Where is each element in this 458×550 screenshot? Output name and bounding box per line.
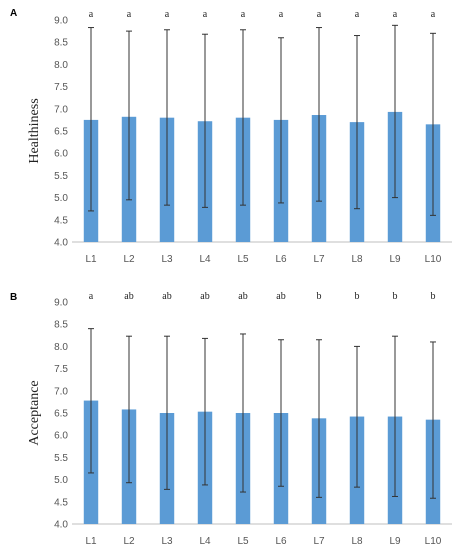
significance-label: ab [238,291,247,302]
significance-label: a [355,9,360,20]
x-tick-label: L1 [85,254,97,265]
y-tick-label: 9.0 [54,298,68,309]
y-tick-label: 9.0 [54,16,68,27]
x-tick-label: L1 [85,536,97,547]
panel-label: B [10,292,17,303]
x-tick-label: L2 [123,254,135,265]
y-tick-label: 7.0 [54,386,68,397]
y-tick-label: 8.5 [54,320,68,331]
error-bar-l3 [164,335,170,490]
x-tick-label: L3 [161,254,173,265]
significance-label: a [203,9,208,20]
significance-label: b [393,291,398,302]
y-tick-label: 6.0 [54,431,68,442]
error-bar-l5 [240,29,246,206]
significance-label: a [431,9,436,20]
significance-label: a [279,9,284,20]
error-bar-l1 [88,27,94,212]
y-tick-label: 8.5 [54,38,68,49]
x-tick-label: L8 [351,254,363,265]
significance-label: b [355,291,360,302]
error-bar-l2 [126,30,132,201]
x-tick-label: L10 [425,536,442,547]
y-tick-label: 7.0 [54,104,68,115]
x-tick-label: L6 [275,254,287,265]
significance-label: a [241,9,246,20]
y-tick-label: 8.0 [54,60,68,71]
y-tick-label: 6.0 [54,149,68,160]
error-bar-l9 [392,24,398,199]
significance-label: b [431,291,436,302]
error-bar-l1 [88,328,94,474]
error-bar-l9 [392,335,398,497]
error-bar-l10 [430,32,436,216]
significance-label: a [127,9,132,20]
y-tick-label: 4.0 [54,520,68,531]
error-bar-l3 [164,29,170,206]
y-tick-label: 8.0 [54,342,68,353]
y-tick-label: 7.5 [54,82,68,93]
x-tick-label: L5 [237,536,249,547]
y-axis-label: Acceptance [27,380,42,445]
x-tick-label: L7 [313,536,325,547]
y-tick-label: 5.0 [54,475,68,486]
error-bar-l8 [354,345,360,488]
error-bar-l4 [202,33,208,208]
error-bar-l5 [240,333,246,493]
x-tick-label: L2 [123,536,135,547]
significance-label: ab [162,291,171,302]
chart-panel-a: A Healthiness 4.0 4.5 5.0 5.5 6.0 6.5 7.0 7.5 8.0 8… [10,8,452,265]
error-bar-l6 [278,339,284,487]
x-tick-label: L8 [351,536,363,547]
y-tick-label: 5.5 [54,453,68,464]
x-tick-label: L6 [275,536,287,547]
significance-label: ab [200,291,209,302]
x-tick-label: L9 [389,254,401,265]
error-bar-l2 [126,335,132,484]
error-bar-l7 [316,339,322,498]
x-tick-label: L5 [237,254,249,265]
y-tick-label: 7.5 [54,364,68,375]
y-tick-label: 4.5 [54,215,68,226]
y-tick-label: 5.0 [54,193,68,204]
x-tick-label: L4 [199,254,211,265]
x-tick-label: L3 [161,536,173,547]
y-axis-label: Healthiness [27,98,42,163]
y-tick-label: 4.5 [54,497,68,508]
x-tick-label: L4 [199,536,211,547]
significance-label: a [165,9,170,20]
significance-label: a [89,9,94,20]
y-tick-label: 6.5 [54,127,68,138]
significance-label: a [317,9,322,20]
panel-label: A [10,8,17,19]
chart-panel-b: B Acceptance 4.0 4.5 5.0 5.5 6.0 6.5 7.0 7.5 8.0 8.… [10,291,452,547]
significance-label: b [317,291,322,302]
error-bar-l6 [278,37,284,204]
y-tick-label: 5.5 [54,171,68,182]
x-tick-label: L7 [313,254,325,265]
significance-label: a [393,9,398,20]
y-tick-label: 6.5 [54,409,68,420]
significance-label: a [89,291,94,302]
x-tick-label: L10 [425,254,442,265]
error-bar-l10 [430,341,436,499]
error-bar-l4 [202,337,208,486]
error-bar-l7 [316,27,322,202]
y-tick-label: 4.0 [54,238,68,249]
error-bar-l8 [354,35,360,210]
significance-label: ab [124,291,133,302]
x-tick-label: L9 [389,536,401,547]
significance-label: ab [276,291,285,302]
